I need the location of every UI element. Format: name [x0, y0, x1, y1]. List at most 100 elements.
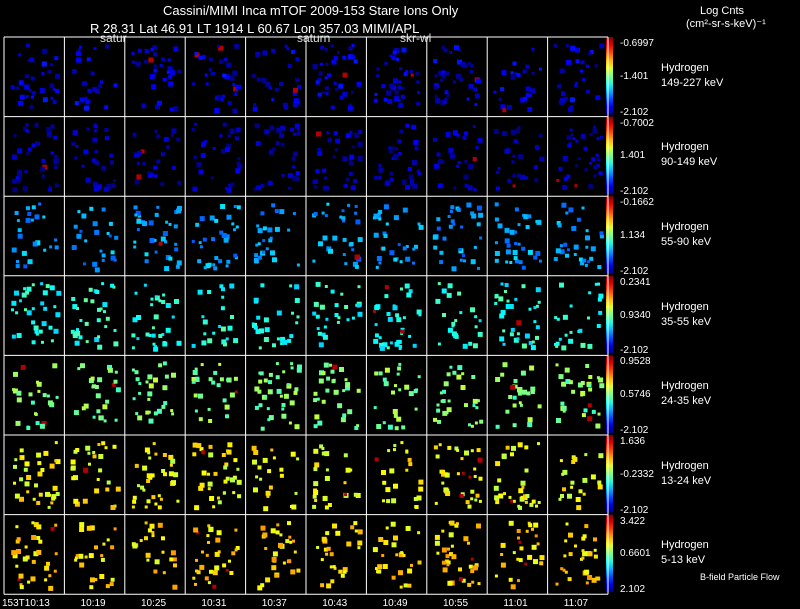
pixel-mark [263, 337, 269, 342]
skymap-cell [494, 520, 545, 590]
pixel-mark [42, 215, 46, 219]
pixel-mark [391, 575, 396, 580]
pixel-mark [136, 161, 140, 165]
skymap-cell [312, 202, 363, 269]
pixel-mark [114, 418, 118, 422]
pixel-mark [257, 255, 262, 260]
pixel-mark [599, 383, 605, 389]
colorbar-mid-label: 0.6601 [620, 548, 651, 560]
pixel-mark [467, 504, 472, 509]
pixel-mark [90, 299, 95, 304]
skymap-cell [555, 522, 601, 586]
pixel-mark [393, 483, 398, 489]
pixel-mark [400, 441, 404, 445]
pixel-mark [84, 105, 90, 111]
pixel-mark [162, 231, 168, 236]
skymap-cell [133, 205, 182, 272]
pixel-mark [313, 488, 318, 493]
pixel-mark [519, 403, 523, 407]
pixel-mark [564, 176, 568, 181]
pixel-mark [437, 282, 441, 286]
pixel-mark [223, 479, 228, 484]
skymap-cell [374, 441, 424, 509]
pixel-mark [96, 318, 101, 323]
pixel-mark [317, 147, 322, 152]
pixel-mark [461, 578, 466, 583]
pixel-mark [522, 69, 527, 74]
pixel-mark [110, 283, 115, 288]
pixel-mark [46, 394, 50, 398]
pixel-mark [447, 327, 453, 333]
skymap-cell [373, 362, 421, 431]
skymap-cell [251, 44, 302, 112]
pixel-mark [332, 155, 336, 159]
pixel-mark [408, 334, 412, 338]
pixel-mark [171, 315, 175, 319]
pixel-mark [554, 316, 558, 320]
pixel-mark [393, 154, 399, 159]
pixel-mark [134, 152, 139, 158]
pixel-mark [582, 534, 587, 539]
pixel-mark [267, 180, 273, 186]
pixel-mark [439, 260, 444, 265]
pixel-mark [213, 471, 218, 476]
legend-units: (cm²-sr-s-keV)⁻¹ [686, 18, 766, 30]
pixel-mark [599, 135, 603, 139]
pixel-mark [32, 241, 38, 247]
pixel-mark [214, 565, 220, 571]
pixel-mark [194, 367, 198, 371]
pixel-mark [176, 69, 181, 74]
pixel-mark [94, 545, 98, 550]
pixel-mark [287, 64, 292, 69]
pixel-mark [568, 552, 573, 557]
skymap-cell [12, 363, 59, 430]
pixel-mark [31, 283, 35, 287]
pixel-mark [168, 256, 173, 261]
pixel-mark [140, 149, 145, 154]
time-tick-label: 10:37 [261, 598, 287, 609]
pixel-mark [41, 321, 47, 327]
pixel-mark [329, 565, 333, 569]
pixel-mark [351, 54, 356, 59]
pixel-mark [209, 215, 215, 221]
pixel-mark [451, 266, 457, 272]
pixel-mark [84, 321, 89, 326]
pixel-mark [219, 377, 224, 382]
pixel-mark [31, 307, 35, 311]
colorbar [606, 37, 613, 115]
pixel-mark [101, 258, 105, 262]
pixel-mark [158, 363, 163, 368]
pixel-mark [279, 82, 283, 87]
pixel-mark [557, 223, 562, 228]
skymap-cell [435, 282, 483, 349]
pixel-mark [375, 265, 379, 269]
pixel-mark [395, 313, 400, 318]
pixel-mark [443, 48, 448, 53]
pixel-mark [333, 131, 338, 135]
pixel-mark [599, 234, 604, 239]
pixel-mark [99, 80, 103, 84]
pixel-mark [290, 569, 296, 575]
pixel-mark [217, 550, 221, 554]
pixel-mark [523, 494, 527, 499]
pixel-mark [262, 457, 268, 463]
pixel-mark [535, 304, 539, 308]
pixel-mark [73, 498, 79, 504]
pixel-mark [468, 164, 474, 170]
pixel-mark [40, 468, 45, 472]
pixel-mark [533, 320, 537, 324]
pixel-mark [321, 91, 325, 94]
pixel-mark [25, 217, 31, 223]
pixel-mark [162, 361, 167, 366]
pixel-mark [413, 139, 419, 145]
pixel-mark [26, 206, 30, 211]
pixel-mark [278, 542, 283, 548]
pixel-mark [447, 399, 451, 403]
pixel-mark [454, 446, 459, 451]
pixel-mark [225, 264, 229, 268]
pixel-mark [416, 101, 421, 106]
pixel-mark [218, 362, 222, 366]
pixel-mark [500, 372, 505, 377]
pixel-mark [54, 523, 58, 527]
pixel-mark [312, 64, 318, 69]
